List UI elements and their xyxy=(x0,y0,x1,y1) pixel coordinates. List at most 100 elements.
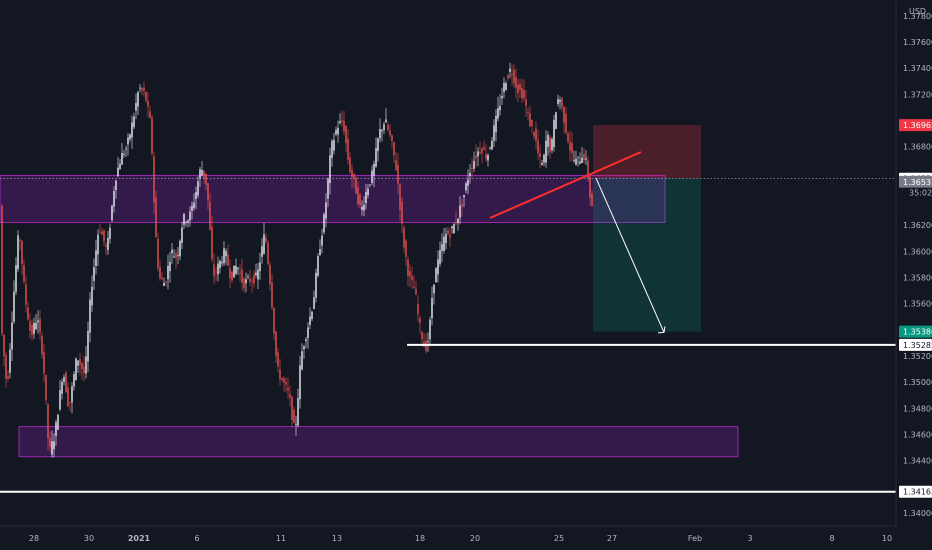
candle-body xyxy=(291,396,293,420)
candle-body xyxy=(409,271,411,277)
price-axis-label: 1.37400 xyxy=(903,64,932,73)
candle-body xyxy=(567,133,569,142)
candle-body xyxy=(327,178,329,199)
candle-body xyxy=(405,240,407,257)
candle-body xyxy=(457,218,459,223)
price-axis-label: 1.37200 xyxy=(903,90,932,99)
candle-body xyxy=(21,240,23,264)
candle-body xyxy=(459,205,461,218)
currency-label: USD xyxy=(909,7,926,16)
time-axis-label: 8 xyxy=(829,534,834,543)
candle-body xyxy=(91,286,93,306)
candle-body xyxy=(11,322,13,350)
candle-body xyxy=(425,341,427,351)
price-axis-label: 1.36800 xyxy=(903,143,932,152)
candle-body xyxy=(223,248,225,264)
candle-body xyxy=(55,422,57,437)
candle-body xyxy=(179,240,181,257)
upper-zone[interactable] xyxy=(0,174,666,224)
candle-body xyxy=(63,377,65,382)
price-axis-label: 1.35000 xyxy=(903,378,932,387)
candle-body xyxy=(75,358,77,380)
candle-body xyxy=(373,163,375,176)
candle-body xyxy=(539,153,541,157)
candle-body xyxy=(257,269,259,280)
candle-body xyxy=(369,184,371,186)
candle-body xyxy=(465,183,467,191)
time-axis: 28 30 2021 6 11 13 18 20 25 27 Feb 3 8 10 xyxy=(0,525,932,550)
time-axis-label: 3 xyxy=(747,534,752,543)
price-axis-bg[interactable] xyxy=(896,0,932,550)
candle-body xyxy=(411,275,413,280)
candle-body xyxy=(321,235,323,246)
candle-body xyxy=(493,125,495,141)
candle-body xyxy=(23,265,25,282)
candles-layer xyxy=(1,62,593,458)
candle-body xyxy=(169,261,171,272)
candle-body xyxy=(77,360,79,366)
candle-body xyxy=(419,318,421,323)
candle-body xyxy=(13,291,15,322)
candle-body xyxy=(399,184,401,211)
candle-body xyxy=(503,82,505,93)
candle-body xyxy=(217,263,219,275)
candle-body xyxy=(187,220,189,223)
candle-body xyxy=(471,167,473,170)
candle-body xyxy=(305,339,307,342)
candle-body xyxy=(193,202,195,208)
candle-body xyxy=(51,441,53,455)
candle-body xyxy=(189,211,191,221)
candle-body xyxy=(361,206,363,210)
candle-body xyxy=(117,167,119,177)
candle-body xyxy=(243,278,245,289)
time-axis-label: 20 xyxy=(470,534,480,543)
candle-body xyxy=(533,132,535,137)
candle-body xyxy=(9,349,11,373)
candle-body xyxy=(209,201,211,230)
candle-body xyxy=(39,318,41,333)
candle-body xyxy=(315,272,317,298)
candle-body xyxy=(143,87,145,91)
price-axis-label: 1.34400 xyxy=(903,457,932,466)
projection-arrow[interactable] xyxy=(595,177,665,333)
time-axis-label: 28 xyxy=(29,534,39,543)
candle-body xyxy=(339,121,341,124)
candle-body xyxy=(523,90,525,99)
stop-loss-zone[interactable] xyxy=(593,125,701,179)
candle-body xyxy=(235,265,237,274)
candle-body xyxy=(109,227,111,239)
candle-body xyxy=(171,249,173,254)
candle-body xyxy=(565,113,567,133)
price-axis-label: 1.34800 xyxy=(903,404,932,413)
lower-zone[interactable] xyxy=(18,426,739,458)
candle-body xyxy=(175,253,177,259)
candle-body xyxy=(395,160,397,170)
time-axis-bg[interactable] xyxy=(0,526,932,550)
candle-body xyxy=(481,148,483,154)
candle-body xyxy=(541,163,543,165)
candle-body xyxy=(59,390,61,410)
candle-body xyxy=(365,191,367,204)
take-profit-zone[interactable] xyxy=(593,178,701,332)
candle-body xyxy=(17,235,19,270)
candle-body xyxy=(221,262,223,264)
candle-body xyxy=(469,172,471,176)
trendline[interactable] xyxy=(489,151,642,219)
zones-layer xyxy=(0,125,739,458)
candle-body xyxy=(149,111,151,118)
candle-body xyxy=(213,264,215,277)
candle-body xyxy=(581,157,583,164)
candle-body xyxy=(319,249,321,256)
candle-body xyxy=(303,346,305,350)
candle-body xyxy=(113,190,115,207)
stop-loss-price-tag xyxy=(899,119,932,132)
candle-body xyxy=(229,268,231,279)
candle-body xyxy=(525,99,527,106)
candle-body xyxy=(313,297,315,310)
candle-body xyxy=(429,319,431,340)
candle-body xyxy=(141,88,143,91)
candle-body xyxy=(43,352,45,374)
